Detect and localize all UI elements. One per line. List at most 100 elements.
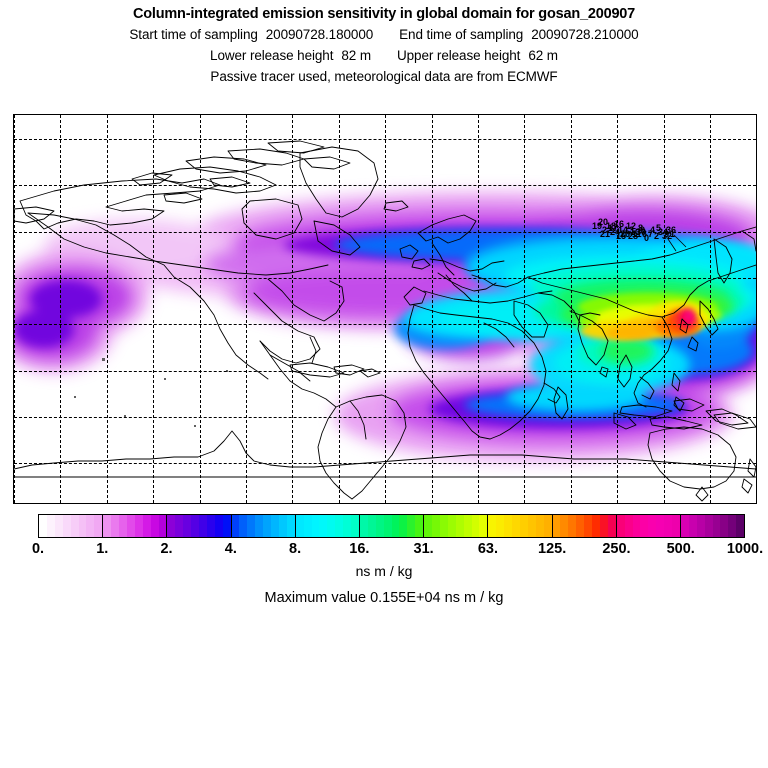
colorbar-step xyxy=(519,515,528,537)
colorbar-step xyxy=(656,515,665,537)
end-time-value: 20090728.210000 xyxy=(531,27,639,42)
end-time-label: End time of sampling xyxy=(399,27,524,42)
colorbar-tick: 16. xyxy=(349,541,370,557)
colorbar-step xyxy=(255,515,264,537)
colorbar-step xyxy=(150,515,159,537)
start-time-label: Start time of sampling xyxy=(129,27,258,42)
release-height-line: Lower release height 82 m Upper release he… xyxy=(0,48,768,64)
colorbar-step xyxy=(712,515,721,537)
colorbar-step xyxy=(728,515,737,537)
colorbar-band xyxy=(39,515,104,537)
colorbar-step xyxy=(39,515,47,537)
colorbar-step xyxy=(286,515,295,537)
svg-text:19: 19 xyxy=(592,221,602,231)
colorbar-step xyxy=(199,515,207,537)
tracer-meteorology-note: Passive tracer used, meteorological data… xyxy=(210,69,558,84)
colorbar-step xyxy=(94,515,103,537)
svg-text:3: 3 xyxy=(664,229,669,239)
svg-text:0: 0 xyxy=(644,233,649,243)
colorbar-step xyxy=(231,515,240,537)
trajectory-label-cluster: 20 18 16 22 14 12 24 10 8 26 6 4 28 2 30… xyxy=(592,217,687,252)
colorbar-step xyxy=(599,515,608,537)
svg-text:26: 26 xyxy=(620,229,630,239)
colorbar-step xyxy=(415,515,424,537)
colorbar-step xyxy=(471,515,480,537)
colorbar-step xyxy=(463,515,472,537)
map-panel: 20 18 16 22 14 12 24 10 8 26 6 4 28 2 30… xyxy=(13,114,757,504)
svg-text:8: 8 xyxy=(638,223,643,233)
page-title: Column-integrated emission sensitivity i… xyxy=(132,6,636,22)
colorbar-step xyxy=(175,515,184,537)
colorbar-step xyxy=(543,515,552,537)
colorbar-band xyxy=(359,515,425,537)
coastline-overlay xyxy=(14,140,756,502)
colorbar-step xyxy=(375,515,384,537)
colorbar-step xyxy=(222,515,231,537)
colorbar-band xyxy=(616,515,681,537)
colorbar-step xyxy=(191,515,199,537)
colorbar-tick: 8. xyxy=(289,541,302,557)
colorbar-step xyxy=(576,515,585,537)
colorbar-band xyxy=(424,515,489,537)
colorbar-step xyxy=(616,515,625,537)
colorbar-step xyxy=(568,515,577,537)
colorbar-step xyxy=(432,515,440,537)
colorbar-step xyxy=(142,515,151,537)
svg-text:2: 2 xyxy=(654,231,659,241)
colorbar-band xyxy=(488,515,553,537)
svg-text:28: 28 xyxy=(628,231,638,241)
colorbar-step xyxy=(584,515,593,537)
colorbar-step xyxy=(263,515,272,537)
colorbar-tick: 63. xyxy=(477,541,498,557)
colorbar-step xyxy=(359,515,368,537)
colorbar-step xyxy=(70,515,79,537)
colorbar-step xyxy=(720,515,729,537)
svg-text:32: 32 xyxy=(662,231,672,241)
colorbar-step xyxy=(134,515,143,537)
svg-text:1: 1 xyxy=(670,229,675,239)
start-time-value: 20090728.180000 xyxy=(265,27,374,42)
svg-text:12: 12 xyxy=(626,221,636,231)
colorbar-step xyxy=(592,515,600,537)
colorbar-step xyxy=(167,515,176,537)
colorbar-step xyxy=(488,515,497,537)
colorbar-step xyxy=(351,515,359,537)
svg-text:6: 6 xyxy=(642,229,647,239)
colorbar-step xyxy=(736,515,745,537)
colorbar-band xyxy=(295,515,360,537)
colorbar-step xyxy=(62,515,71,537)
svg-text:9: 9 xyxy=(640,225,645,235)
colorbar-step xyxy=(479,515,488,537)
svg-text:16: 16 xyxy=(614,219,624,229)
svg-text:15: 15 xyxy=(616,231,626,241)
svg-text:4: 4 xyxy=(650,225,655,235)
colorbar-step xyxy=(367,515,376,537)
colorbar-step xyxy=(271,515,279,537)
emission-sensitivity-heatmap xyxy=(14,192,756,461)
colorbar-step xyxy=(126,515,135,537)
colorbar-tick: 0. xyxy=(31,541,45,557)
colorbar-step xyxy=(247,515,256,537)
colorbar-tick: 2. xyxy=(160,541,173,557)
colorbar-step xyxy=(407,515,416,537)
svg-text:18: 18 xyxy=(606,221,616,231)
colorbar-step xyxy=(552,515,561,537)
colorbar-step xyxy=(335,515,344,537)
colorbar-step xyxy=(424,515,433,537)
colorbar-step xyxy=(311,515,320,537)
maximum-value-label: Maximum value 0.155E+04 ns m / kg xyxy=(264,590,504,606)
colorbar-step xyxy=(439,515,448,537)
colorbar-step xyxy=(535,515,544,537)
colorbar-step xyxy=(399,515,408,537)
svg-text:5: 5 xyxy=(656,223,661,233)
colorbar-step xyxy=(640,515,649,537)
colorbar-step xyxy=(183,515,192,537)
colorbar-gradient xyxy=(38,514,745,538)
colorbar-step xyxy=(343,515,352,537)
svg-text:11: 11 xyxy=(632,229,642,239)
colorbar-step xyxy=(119,515,127,537)
colorbar-step xyxy=(46,515,55,537)
colorbar-band xyxy=(680,515,745,537)
colorbar-band xyxy=(167,515,232,537)
